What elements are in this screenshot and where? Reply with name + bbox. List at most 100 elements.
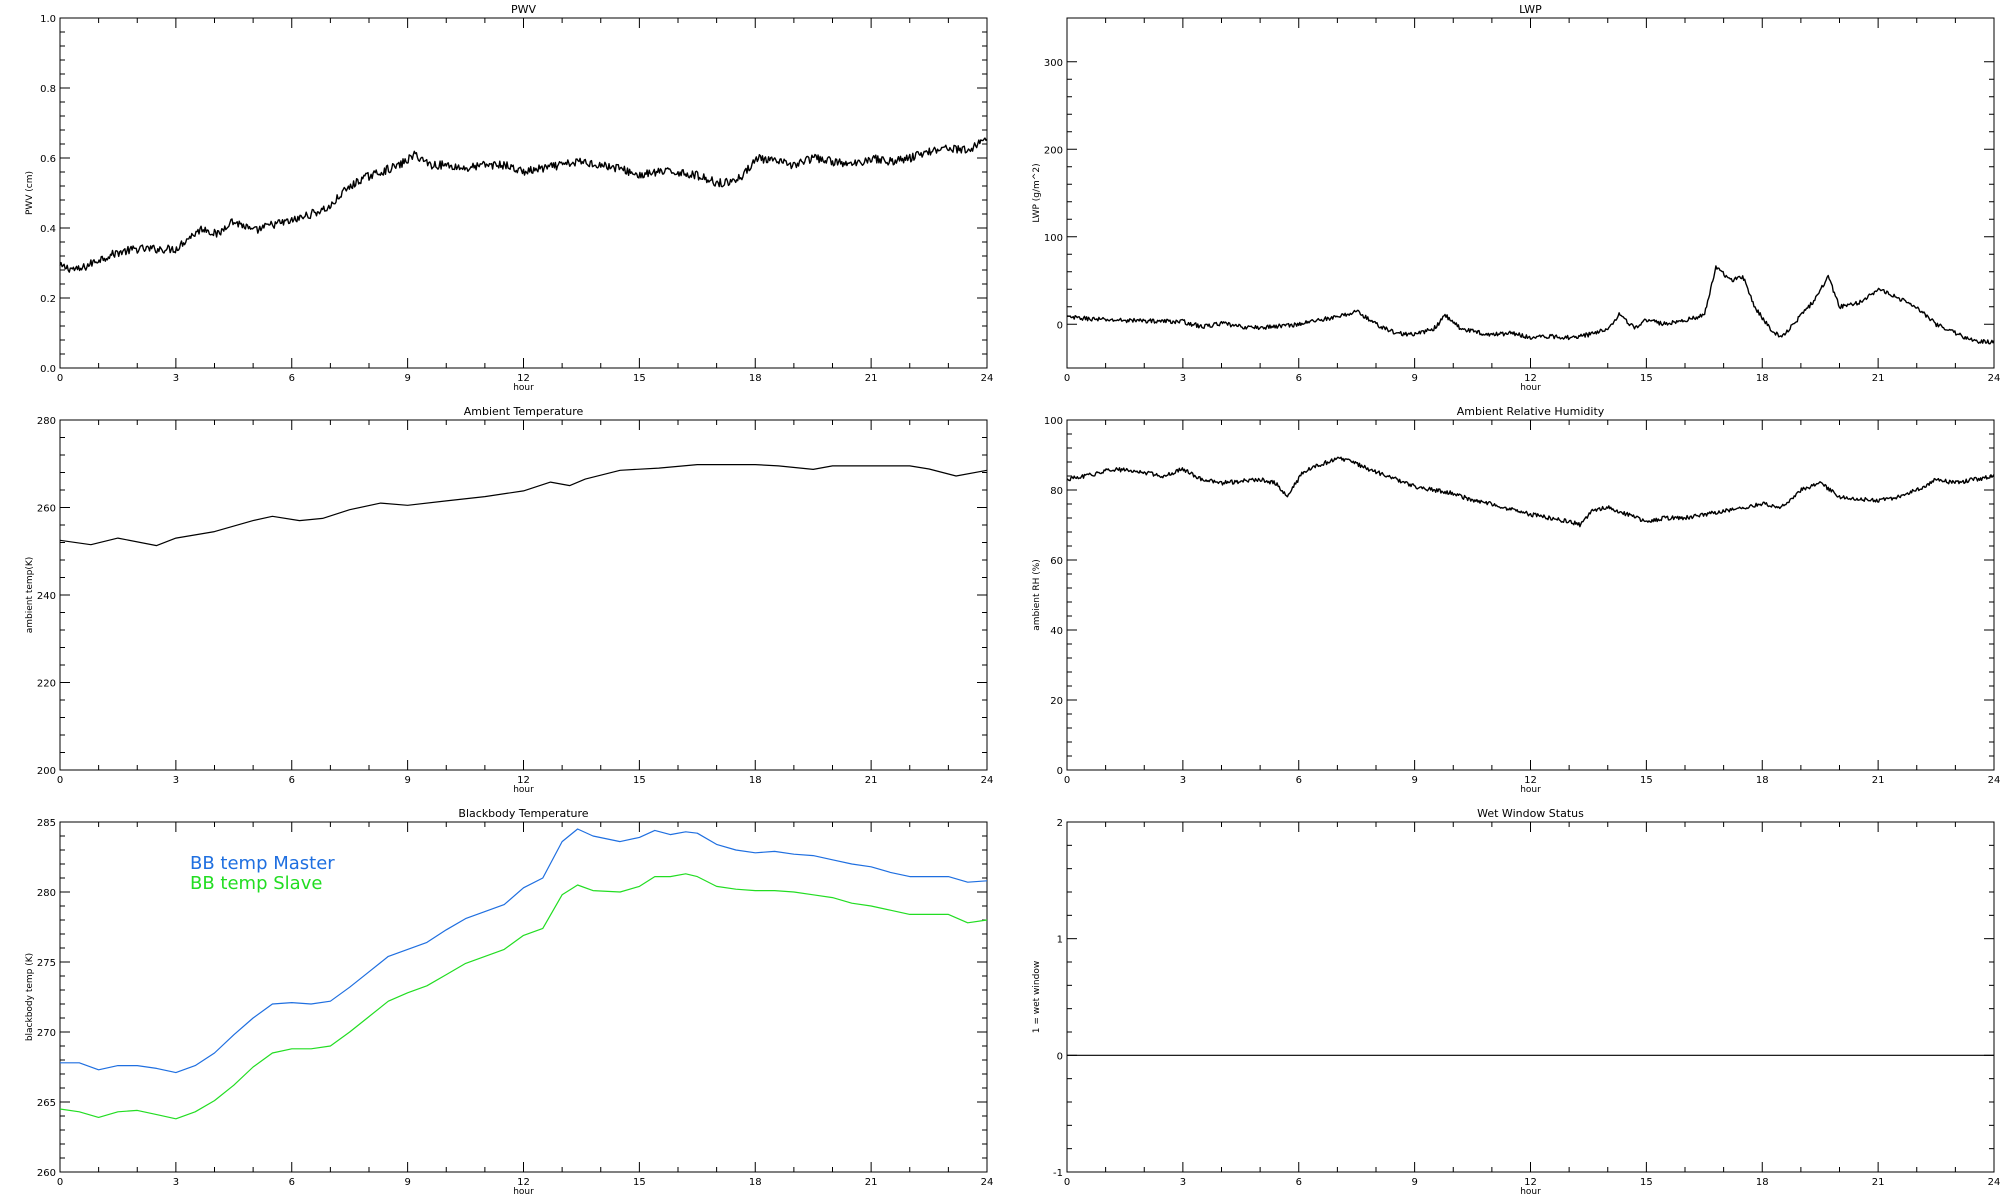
x-tick-label: 18 <box>1756 1177 1769 1188</box>
x-tick-label: 0 <box>57 775 63 786</box>
y-tick-label: 280 <box>37 888 56 899</box>
y-axis-label: LWP (g/m^2) <box>1032 163 1042 222</box>
panel-pwv: PWV 0 3 6 9 12 15 18 21 24 hour 0.0 0.2 0.4 0.6 0.8 1.0 P… <box>25 3 993 393</box>
y-tick-label: 60 <box>1050 556 1063 567</box>
chart-title: Blackbody Temperature <box>458 807 588 820</box>
y-tick-label: 100 <box>1044 416 1063 427</box>
x-tick-label: 12 <box>517 373 530 384</box>
y-tick-label: 20 <box>1050 696 1063 707</box>
y-tick-label: 40 <box>1050 626 1063 637</box>
y-tick-label: -1 <box>1053 1168 1063 1179</box>
y-tick-label: 265 <box>37 1098 56 1109</box>
x-tick-label: 9 <box>404 775 410 786</box>
y-axis-label: blackbody temp (K) <box>25 953 35 1041</box>
x-tick-label: 24 <box>1988 373 2000 384</box>
y-tick-label: 100 <box>1044 233 1063 244</box>
y-tick-label: 260 <box>37 1168 56 1179</box>
y-tick-label: 270 <box>37 1028 56 1039</box>
y-tick-label: 240 <box>37 591 56 602</box>
x-tick-label: 3 <box>1180 775 1186 786</box>
x-tick-label: 15 <box>1640 1177 1653 1188</box>
x-axis-label: hour <box>1520 383 1541 393</box>
y-tick-label: 0.2 <box>40 294 56 305</box>
plot-frame <box>59 419 988 771</box>
y-tick-label: 220 <box>37 679 56 690</box>
x-tick-label: 3 <box>173 373 179 384</box>
x-tick-label: 6 <box>289 373 295 384</box>
series-line-bb-temp-master <box>60 828 988 1074</box>
x-tick-label: 18 <box>749 775 762 786</box>
x-tick-label: 3 <box>1180 373 1186 384</box>
legend-entry: BB temp Slave <box>190 873 322 894</box>
x-axis-label: hour <box>1520 1187 1541 1197</box>
x-axis-label: hour <box>1520 785 1541 795</box>
x-tick-label: 24 <box>981 1177 994 1188</box>
x-tick-label: 6 <box>289 775 295 786</box>
x-tick-label: 18 <box>749 373 762 384</box>
x-tick-label: 9 <box>404 373 410 384</box>
y-tick-label: 280 <box>37 416 56 427</box>
y-tick-label: 0 <box>1057 1051 1063 1062</box>
y-tick-label: 0.4 <box>40 224 56 235</box>
x-tick-label: 6 <box>1296 1177 1302 1188</box>
x-tick-label: 0 <box>1064 775 1070 786</box>
x-tick-label: 3 <box>173 1177 179 1188</box>
x-tick-label: 24 <box>981 775 994 786</box>
x-tick-label: 15 <box>633 775 646 786</box>
x-axis-label: hour <box>513 383 534 393</box>
x-tick-label: 0 <box>1064 1177 1070 1188</box>
x-tick-label: 12 <box>517 775 530 786</box>
x-tick-label: 9 <box>1411 775 1417 786</box>
x-tick-label: 15 <box>1640 775 1653 786</box>
y-tick-label: 300 <box>1044 58 1063 69</box>
y-tick-label: 260 <box>37 504 56 515</box>
x-tick-label: 18 <box>749 1177 762 1188</box>
y-axis-label: PWV (cm) <box>25 171 35 215</box>
y-axis-label: ambient temp(K) <box>25 557 35 634</box>
plot-frame <box>1066 419 1995 771</box>
x-tick-label: 18 <box>1756 775 1769 786</box>
x-tick-label: 9 <box>1411 373 1417 384</box>
x-tick-label: 24 <box>1988 775 2000 786</box>
x-tick-label: 9 <box>404 1177 410 1188</box>
panel-ambient-rh: Ambient Relative Humidity 0 3 6 9 12 15 18 21 24 h… <box>1032 405 2000 795</box>
x-tick-label: 15 <box>1640 373 1653 384</box>
series-line-bb-temp-slave <box>59 873 988 1120</box>
y-axis-label: ambient RH (%) <box>1032 559 1042 631</box>
y-tick-label: 0.8 <box>40 84 56 95</box>
y-tick-label: 1.0 <box>40 14 56 25</box>
x-tick-label: 9 <box>1411 1177 1417 1188</box>
panel-lwp: LWP 0 3 6 9 12 15 18 21 24 hour 0 100 200 300 LWP (g/m^… <box>1032 3 2000 393</box>
x-tick-label: 21 <box>865 373 878 384</box>
series-line-ambient-temp <box>59 464 988 547</box>
chart-title: LWP <box>1519 3 1542 16</box>
y-tick-label: 285 <box>37 818 56 829</box>
y-tick-label: 0.6 <box>40 154 56 165</box>
y-tick-label: 0 <box>1057 320 1063 331</box>
x-tick-label: 21 <box>1872 775 1885 786</box>
y-tick-label: 0.0 <box>40 364 56 375</box>
x-tick-label: 21 <box>1872 1177 1885 1188</box>
x-tick-label: 12 <box>517 1177 530 1188</box>
x-tick-label: 24 <box>981 373 994 384</box>
x-tick-label: 0 <box>1064 373 1070 384</box>
y-tick-label: 200 <box>37 766 56 777</box>
x-tick-label: 6 <box>289 1177 295 1188</box>
plot-frame <box>1066 821 1995 1173</box>
x-tick-label: 12 <box>1524 373 1537 384</box>
x-tick-label: 0 <box>57 1177 63 1188</box>
y-axis-label: 1 = wet window <box>1032 961 1042 1033</box>
x-tick-label: 15 <box>633 1177 646 1188</box>
x-tick-label: 15 <box>633 373 646 384</box>
y-tick-label: 2 <box>1057 818 1063 829</box>
chart-title: Wet Window Status <box>1477 807 1584 820</box>
chart-title: Ambient Temperature <box>464 405 584 418</box>
x-tick-label: 3 <box>173 775 179 786</box>
x-tick-label: 3 <box>1180 1177 1186 1188</box>
x-tick-label: 21 <box>1872 373 1885 384</box>
plot-frame <box>1066 17 1995 369</box>
x-tick-label: 6 <box>1296 775 1302 786</box>
series-line-ambient-rh <box>1066 456 1995 528</box>
